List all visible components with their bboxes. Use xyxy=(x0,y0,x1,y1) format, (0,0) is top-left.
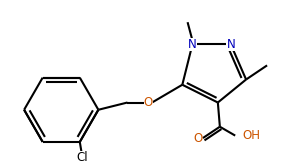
Text: O: O xyxy=(193,132,202,145)
Text: N: N xyxy=(226,38,235,51)
Text: OH: OH xyxy=(242,129,260,142)
Text: Cl: Cl xyxy=(76,151,88,164)
Text: N: N xyxy=(188,38,197,51)
Text: O: O xyxy=(144,96,153,109)
